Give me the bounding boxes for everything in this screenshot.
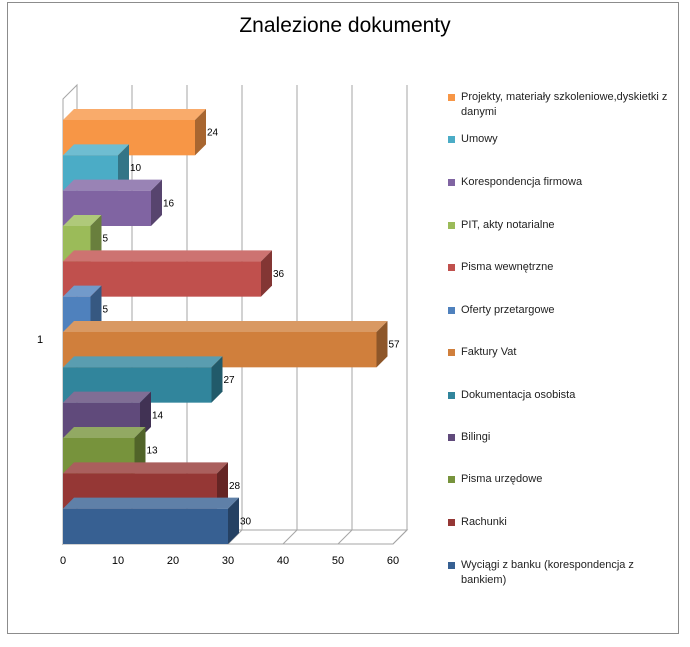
data-label: 24 xyxy=(207,128,219,139)
legend-item: Rachunki xyxy=(448,515,676,530)
legend-label: Wyciągi z banku (korespondencja z bankie… xyxy=(461,559,634,586)
x-tick-label: 40 xyxy=(277,555,289,567)
legend-swatch xyxy=(448,264,455,271)
chart-title: Znalezione dokumenty xyxy=(239,14,451,37)
legend-label: Bilingi xyxy=(461,431,491,443)
bar-top xyxy=(63,144,129,156)
gridline xyxy=(227,85,243,545)
legend-swatch xyxy=(448,307,455,314)
legend-label: Projekty, materiały szkoleniowe,dyskietk… xyxy=(461,91,668,118)
data-label: 16 xyxy=(163,198,175,209)
bar-side xyxy=(151,179,162,226)
data-label: 28 xyxy=(229,481,241,492)
data-label: 10 xyxy=(130,163,142,174)
legend-item: Projekty, materiały szkoleniowe,dyskietk… xyxy=(448,90,676,120)
legend-swatch xyxy=(448,434,455,441)
legend-item: Oferty przetargowe xyxy=(448,303,676,318)
legend-swatch xyxy=(448,136,455,143)
legend-label: Dokumentacja osobista xyxy=(461,389,576,401)
legend-item: Bilingi xyxy=(448,430,676,445)
data-label: 14 xyxy=(152,410,164,421)
legend-swatch xyxy=(448,392,455,399)
legend-swatch xyxy=(448,519,455,526)
legend-item: Dokumentacja osobista xyxy=(448,388,676,403)
legend-item: Wyciągi z banku (korespondencja z bankie… xyxy=(448,558,676,588)
data-label: 13 xyxy=(147,446,159,457)
x-tick-label: 0 xyxy=(60,555,66,567)
legend-label: Umowy xyxy=(461,133,498,145)
legend-item: Pisma urzędowe xyxy=(448,472,676,487)
legend-swatch xyxy=(448,476,455,483)
legend-swatch xyxy=(448,94,455,101)
legend-item: Pisma wewnętrzne xyxy=(448,260,676,275)
bar-top xyxy=(63,285,102,297)
gridline xyxy=(282,85,298,545)
bar-side xyxy=(90,215,102,262)
bar-side xyxy=(134,427,146,474)
bar xyxy=(63,497,239,544)
category-label: 1 xyxy=(37,334,43,346)
bar-side xyxy=(118,144,129,191)
gridline xyxy=(337,85,353,545)
bar-side xyxy=(195,109,206,156)
bar-top xyxy=(63,109,206,120)
x-tick-label: 10 xyxy=(112,555,124,567)
data-label: 30 xyxy=(240,516,252,527)
data-label: 5 xyxy=(103,304,109,315)
legend-label: Pisma urzędowe xyxy=(461,473,543,485)
bar-top xyxy=(63,356,223,368)
data-labels: 24 10 16 5 36 5 57 27 14 13 28 30 xyxy=(103,128,401,528)
legend-label: Oferty przetargowe xyxy=(461,304,555,316)
legend-label: Rachunki xyxy=(461,516,507,528)
bar-side xyxy=(376,321,388,368)
x-tick-label: 30 xyxy=(222,555,234,567)
bar-side xyxy=(217,462,228,509)
bar-top xyxy=(63,462,228,474)
x-tick-label: 60 xyxy=(387,555,399,567)
legend-swatch xyxy=(448,349,455,356)
x-tick-label: 50 xyxy=(332,555,344,567)
legend-item: Korespondencja firmowa xyxy=(448,175,676,190)
bar-top xyxy=(63,427,146,438)
bar-side xyxy=(90,285,102,332)
x-axis-ticks: 0 10 20 30 40 50 60 xyxy=(60,555,399,567)
x-tick-label: 20 xyxy=(167,555,179,567)
legend-item: Faktury Vat xyxy=(448,345,676,360)
legend-label: Pisma wewnętrzne xyxy=(461,261,554,273)
gridline xyxy=(392,85,408,545)
bar-side xyxy=(228,497,239,544)
bar-side xyxy=(211,356,223,403)
legend-swatch xyxy=(448,222,455,229)
legend-item: PIT, akty notarialne xyxy=(448,218,676,233)
data-label: 27 xyxy=(224,375,236,386)
legend-label: PIT, akty notarialne xyxy=(461,219,555,231)
bar-front xyxy=(63,508,228,544)
bar-side xyxy=(261,250,272,297)
legend-label: Korespondencja firmowa xyxy=(461,176,583,188)
legend-label: Faktury Vat xyxy=(461,346,517,358)
bar-top xyxy=(63,321,388,332)
data-label: 36 xyxy=(273,269,285,280)
bar-top xyxy=(63,179,162,191)
bar-top xyxy=(63,497,239,509)
bar-top xyxy=(63,391,151,403)
bars xyxy=(63,109,388,544)
bar-top xyxy=(63,215,102,226)
bar-side xyxy=(140,391,151,438)
data-label: 5 xyxy=(103,234,109,245)
legend-item: Umowy xyxy=(448,132,676,147)
legend-swatch xyxy=(448,179,455,186)
legend-swatch xyxy=(448,562,455,569)
bar-top xyxy=(63,250,272,262)
data-label: 57 xyxy=(389,340,401,351)
